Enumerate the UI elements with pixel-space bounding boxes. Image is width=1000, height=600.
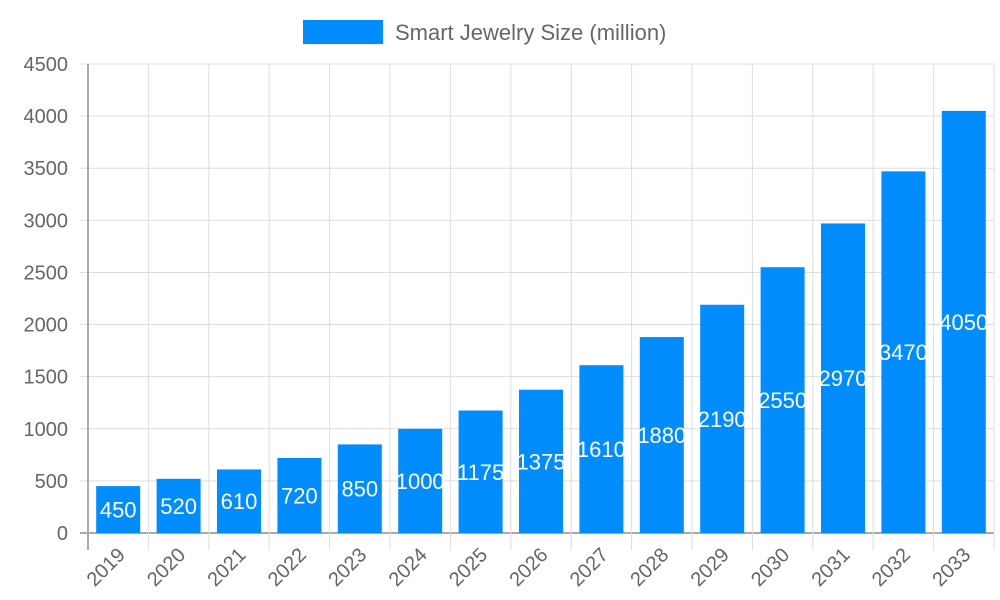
legend-swatch — [303, 20, 383, 44]
bar — [398, 428, 443, 533]
x-tick-label: 2020 — [143, 544, 190, 591]
y-tick-label: 2500 — [24, 262, 69, 284]
bar — [519, 389, 563, 533]
x-axis: 2019 2020 2021 2022 2023 2024 2025 2026 2027 2028… — [83, 544, 976, 591]
x-tick-label: 2033 — [928, 544, 975, 591]
data-label: 850 — [341, 477, 378, 502]
bar — [881, 171, 926, 534]
x-tick-label: 2024 — [385, 544, 432, 591]
x-tick-label: 2026 — [506, 544, 553, 591]
bar — [96, 486, 141, 533]
y-tick-label: 3000 — [24, 210, 69, 232]
x-tick-label: 2031 — [808, 544, 855, 591]
data-label: 2550 — [758, 388, 807, 413]
data-label: 610 — [221, 489, 258, 514]
data-label: 1000 — [396, 469, 445, 494]
bar — [700, 304, 745, 533]
x-tick-label: 2025 — [445, 544, 492, 591]
data-label: 1610 — [577, 437, 626, 462]
bar — [458, 410, 503, 533]
x-tick-label: 2030 — [747, 544, 794, 591]
bar — [639, 337, 684, 533]
grid — [80, 63, 995, 550]
x-tick-label: 2021 — [204, 544, 251, 591]
y-tick-label: 1000 — [24, 419, 69, 441]
y-tick-label: 1500 — [24, 367, 69, 389]
data-label: 2190 — [698, 407, 747, 432]
x-tick-label: 2019 — [83, 544, 130, 591]
legend[interactable]: Smart Jewelry Size (million) — [303, 20, 666, 45]
x-tick-label: 2022 — [264, 544, 311, 591]
data-label: 4050 — [939, 310, 988, 335]
data-label: 720 — [281, 483, 318, 508]
bar — [277, 457, 322, 533]
bar — [760, 267, 805, 533]
x-tick-label: 2027 — [566, 544, 613, 591]
data-label: 1175 — [457, 460, 504, 485]
bar — [156, 478, 201, 533]
bars: 450 520 610 720 850 1000 1175 1375 1610 1880 2190 2… — [96, 110, 988, 534]
bar — [337, 444, 382, 533]
x-tick-label: 2023 — [324, 544, 371, 591]
y-tick-label: 4500 — [24, 54, 69, 76]
y-tick-label: 0 — [57, 523, 68, 545]
bar — [217, 469, 261, 533]
x-tick-label: 2032 — [868, 544, 915, 591]
data-label: 3470 — [879, 340, 928, 365]
y-tick-label: 500 — [35, 471, 68, 493]
data-label: 2970 — [819, 366, 868, 391]
data-label: 1375 — [517, 449, 566, 474]
bar — [941, 110, 986, 534]
data-label: 1880 — [637, 423, 686, 448]
y-tick-label: 4000 — [24, 106, 69, 128]
data-label: 520 — [160, 494, 197, 519]
bar — [579, 365, 624, 533]
data-label: 450 — [100, 498, 137, 523]
y-axis: 0 500 1000 1500 2000 2500 3000 3500 4000 4500 — [24, 54, 69, 545]
x-tick-label: 2029 — [687, 544, 734, 591]
y-tick-label: 3500 — [24, 158, 69, 180]
bar — [821, 223, 865, 533]
x-tick-label: 2028 — [626, 544, 673, 591]
y-tick-label: 2000 — [24, 315, 69, 337]
legend-label: Smart Jewelry Size (million) — [395, 20, 666, 45]
